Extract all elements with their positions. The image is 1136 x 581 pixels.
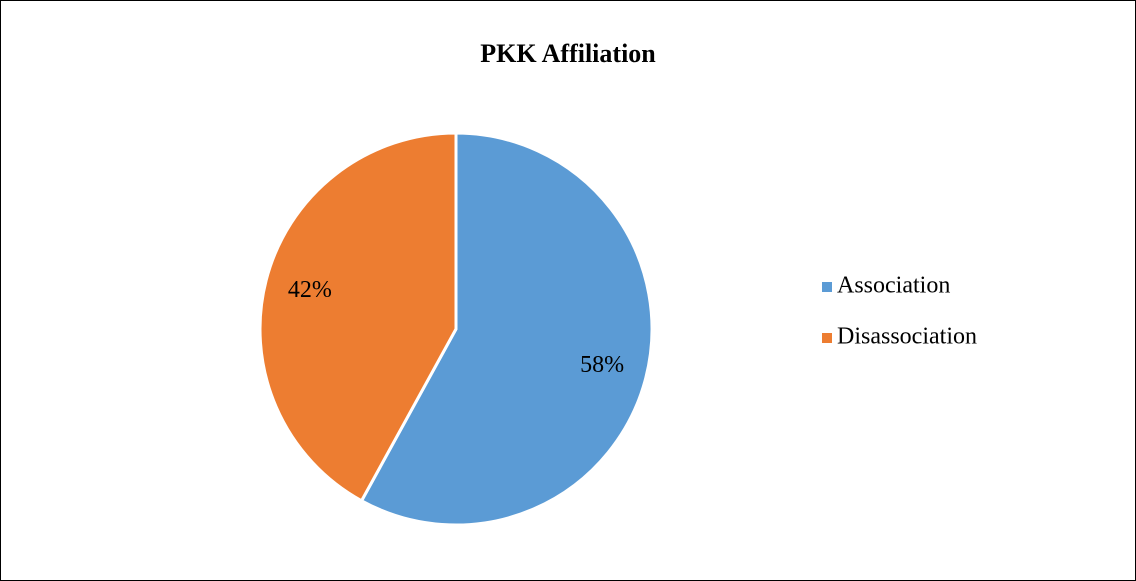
pie-slice	[360, 131, 654, 527]
legend-label: Disassociation	[837, 324, 977, 350]
legend-swatch	[822, 333, 832, 343]
chart-title: PKK Affiliation	[480, 39, 656, 68]
data-label: 58%	[580, 352, 624, 378]
pie-slice	[258, 131, 458, 503]
legend-label: Association	[837, 273, 950, 299]
data-label: 42%	[288, 277, 332, 303]
legend-swatch	[822, 282, 832, 292]
